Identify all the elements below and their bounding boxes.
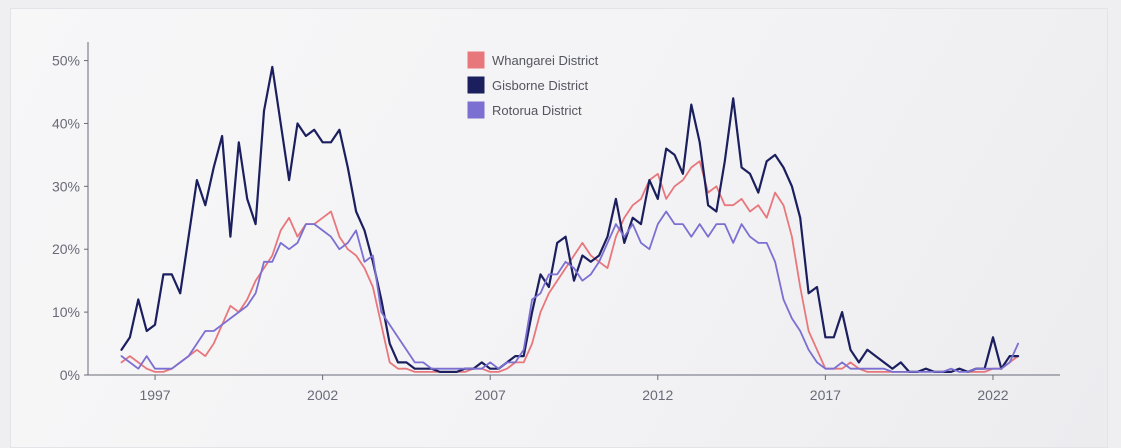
x-tick-label: 1997	[139, 387, 170, 403]
legend-label: Whangarei District	[492, 53, 599, 68]
series-line-gisborne-district	[120, 65, 1020, 373]
legend-swatch	[467, 76, 485, 94]
x-tick-label: 2007	[475, 387, 506, 403]
y-tick-label: 30%	[52, 178, 80, 194]
legend-swatch	[467, 51, 485, 69]
series-lines	[120, 65, 1020, 373]
legend-label: Gisborne District	[492, 78, 588, 93]
y-tick-label: 0%	[60, 367, 80, 383]
x-tick-label: 2022	[977, 387, 1008, 403]
y-tick-label: 40%	[52, 115, 80, 131]
chart-axes: 0% 10% 20% 30% 40% 50% 1997 2002 2007 2012 2017 202…	[52, 42, 1060, 403]
series-line-whangarei-district	[120, 160, 1019, 373]
legend: Whangarei District Gisborne District Rotor…	[467, 51, 599, 119]
x-tick-label: 2012	[642, 387, 673, 403]
y-tick-label: 50%	[52, 53, 80, 69]
y-tick-label: 20%	[52, 241, 80, 257]
y-tick-label: 10%	[52, 304, 80, 320]
series-line-rotorua-district	[120, 210, 1019, 373]
legend-label: Rotorua District	[492, 103, 582, 118]
x-tick-label: 2002	[307, 387, 338, 403]
x-tick-label: 2017	[810, 387, 841, 403]
legend-swatch	[467, 101, 485, 119]
